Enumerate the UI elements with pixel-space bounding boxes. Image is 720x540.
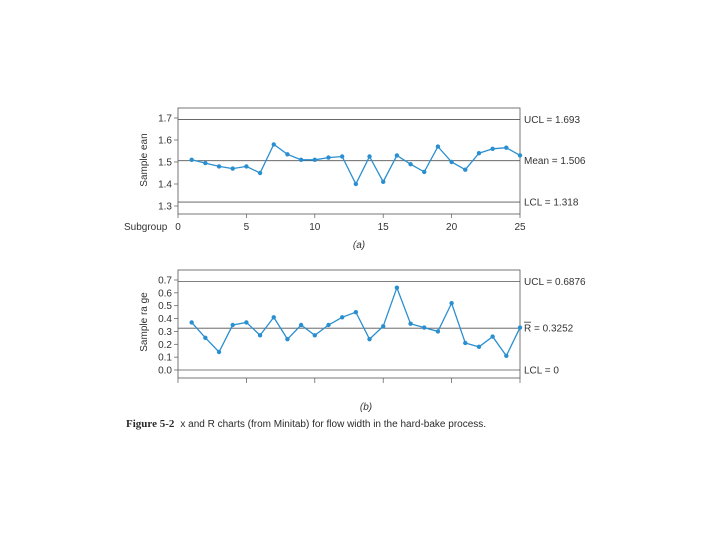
- data-point: [381, 324, 386, 329]
- y-tick-label: 1.7: [158, 114, 172, 125]
- data-point: [408, 162, 413, 167]
- data-point: [285, 152, 290, 157]
- figure-caption-text: x and R charts (from Minitab) for flow w…: [180, 419, 487, 430]
- x-tick-label: 20: [446, 222, 458, 233]
- data-point: [490, 146, 495, 151]
- series-line: [191, 143, 521, 186]
- data-point: [367, 336, 372, 342]
- data-point: [257, 170, 263, 176]
- data-point: [449, 159, 454, 165]
- data-point: [298, 322, 304, 328]
- xbar-y-axis-title: Sample ean: [139, 133, 150, 186]
- y-tick-label: 0.3: [158, 327, 172, 338]
- data-point: [230, 166, 235, 171]
- y-tick-label: 0.0: [158, 366, 172, 377]
- y-tick-label: 1.4: [158, 180, 172, 191]
- range-chart: UCL = 0.6876 R = 0.3252 LCL = 0 0.70.6 0.5 0…: [139, 269, 586, 413]
- data-point: [271, 142, 276, 147]
- data-point: [298, 157, 304, 162]
- data-point: [257, 333, 263, 338]
- figure-number: Figure 5-2: [126, 418, 175, 430]
- data-point: [244, 320, 249, 325]
- data-point: [435, 329, 441, 334]
- xbar-x-axis-title: Subgroup: [124, 222, 168, 233]
- figure-caption: Figure 5-2 x and R charts (from Minitab) …: [126, 418, 646, 430]
- y-tick-label: 0.4: [158, 314, 172, 325]
- data-point: [189, 157, 194, 162]
- data-point: [504, 145, 509, 150]
- y-tick-label: 0.5: [158, 301, 172, 312]
- series-line: [191, 285, 521, 358]
- data-point: [230, 322, 235, 328]
- data-point: [435, 144, 441, 149]
- control-label-mean: Mean = 1.506: [524, 156, 586, 167]
- data-point: [422, 325, 427, 330]
- data-point: [408, 321, 413, 326]
- data-point: [312, 157, 317, 162]
- xbar-chart: UCL = 1.693 Mean = 1.506 LCL = 1.318 1.7 1.…: [124, 107, 586, 251]
- data-point: [367, 154, 372, 159]
- data-point: [517, 153, 523, 158]
- x-tick-label: 10: [309, 222, 321, 233]
- data-point: [394, 285, 400, 290]
- x-tick-label: 25: [514, 222, 526, 233]
- data-point: [203, 160, 208, 166]
- data-point: [353, 309, 359, 315]
- range-y-axis-title: Sample ra ge: [139, 292, 150, 352]
- data-point: [381, 179, 386, 184]
- data-point: [326, 155, 331, 160]
- data-point: [490, 334, 495, 339]
- xbar-panel-label: (a): [353, 240, 365, 251]
- control-label-lcl: LCL = 1.318: [524, 198, 579, 209]
- range-plot-frame: [177, 269, 521, 379]
- y-tick-label: 0.7: [158, 276, 172, 287]
- data-point: [216, 349, 222, 355]
- x-tick-label: 5: [244, 222, 250, 233]
- data-point: [339, 315, 345, 320]
- data-point: [339, 154, 345, 159]
- data-point: [504, 353, 509, 359]
- control-label-lcl: LCL = 0: [524, 366, 559, 377]
- range-panel-label: (b): [360, 402, 372, 413]
- data-point: [449, 300, 454, 306]
- control-label-ucl: UCL = 0.6876: [524, 277, 586, 288]
- data-point: [189, 320, 194, 325]
- y-tick-label: 0.2: [158, 340, 172, 351]
- x-tick-label: 15: [378, 222, 390, 233]
- data-point: [476, 151, 482, 156]
- data-point: [244, 164, 249, 169]
- data-point: [394, 153, 400, 158]
- data-point: [203, 335, 208, 341]
- x-tick-label: 0: [175, 222, 181, 233]
- data-point: [476, 344, 482, 350]
- data-point: [353, 181, 359, 187]
- y-tick-label: 1.3: [158, 202, 172, 213]
- data-point: [216, 164, 222, 169]
- data-point: [285, 336, 290, 342]
- control-label-ucl: UCL = 1.693: [524, 115, 580, 126]
- data-point: [463, 167, 468, 172]
- y-tick-label: 0.6: [158, 288, 172, 299]
- data-point: [463, 340, 468, 346]
- y-tick-label: 1.5: [158, 158, 172, 169]
- data-point: [326, 322, 331, 328]
- y-tick-label: 0.1: [158, 353, 172, 364]
- data-point: [422, 169, 427, 175]
- data-point: [271, 315, 276, 320]
- y-tick-label: 1.6: [158, 136, 172, 147]
- data-point: [312, 333, 317, 338]
- control-label-rbar: R = 0.3252: [524, 324, 574, 335]
- data-point: [517, 325, 523, 330]
